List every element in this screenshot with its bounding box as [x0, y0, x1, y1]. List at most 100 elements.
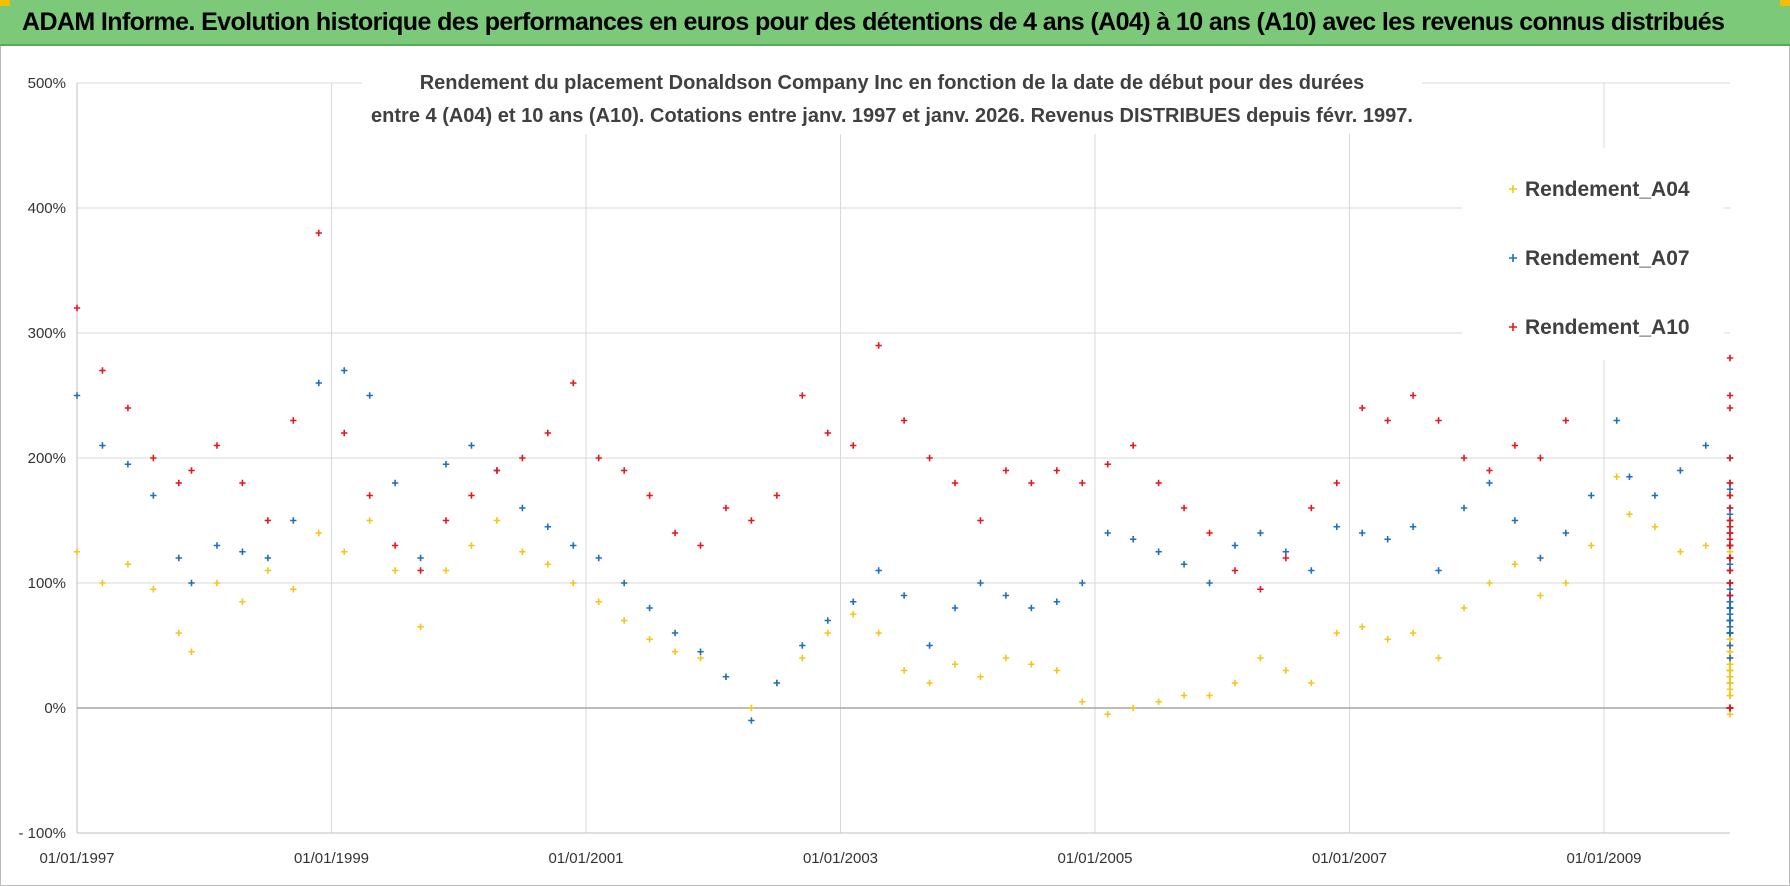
point-Rendement_A10-37	[1002, 467, 1010, 474]
point-Rendement_A10-8	[264, 517, 272, 524]
point-Rendement_A04-19	[544, 561, 552, 568]
point-Rendement_A04-37	[1002, 654, 1010, 662]
banner-title: ADAM Informe. Evolution historique des p…	[22, 8, 1725, 36]
point-Rendement_A04-14	[417, 623, 424, 630]
point-Rendement_A10-88	[1726, 523, 1734, 530]
point-Rendement_A04-11	[341, 548, 348, 555]
point-Rendement_A10-27	[748, 517, 755, 524]
point-Rendement_A07-33	[900, 592, 908, 599]
point-Rendement_A04-56	[1486, 579, 1493, 587]
point-Rendement_A10-26	[722, 504, 730, 512]
point-Rendement_A07-42	[1129, 536, 1137, 543]
corner-accent-left	[0, 0, 10, 6]
header-banner: ADAM Informe. Evolution historique des p…	[0, 0, 1790, 46]
point-Rendement_A07-26	[722, 673, 730, 680]
y-axis-ticks: 500% 400% 300% 200% 100% 0% - 100%	[18, 75, 66, 842]
point-Rendement_A04-32	[875, 629, 882, 637]
chart-title-line1: Rendement du placement Donaldson Company…	[420, 72, 1365, 94]
point-Rendement_A04-60	[1588, 542, 1595, 549]
chart-title-line2: entre 4 (A04) et 10 ans (A10). Cotations…	[371, 105, 1413, 127]
point-Rendement_A07-8	[264, 554, 272, 562]
point-Rendement_A10-57	[1511, 442, 1519, 449]
point-Rendement_A07-110	[1726, 629, 1734, 637]
point-Rendement_A04-24	[671, 648, 679, 655]
point-Rendement_A07-58	[1537, 554, 1544, 562]
point-Rendement_A10-14	[417, 567, 424, 574]
point-Rendement_A07-68	[1726, 511, 1734, 518]
point-Rendement_A04-27	[748, 704, 755, 712]
point-Rendement_A10-54	[1435, 417, 1442, 424]
point-Rendement_A04-61	[1613, 473, 1620, 480]
point-Rendement_A10-11	[341, 429, 348, 437]
point-Rendement_A10-9	[290, 417, 297, 424]
point-Rendement_A04-8	[264, 567, 272, 574]
legend: Rendement_A04 Rendement_A07 Rendement_A10	[1462, 148, 1724, 360]
point-Rendement_A10-13	[391, 542, 399, 549]
point-Rendement_A07-10	[315, 379, 322, 387]
point-Rendement_A10-52	[1384, 417, 1391, 424]
point-Rendement_A10-48	[1282, 554, 1290, 562]
point-Rendement_A07-93	[1726, 642, 1734, 649]
point-Rendement_A07-35	[951, 604, 959, 612]
point-Rendement_A04-45	[1206, 692, 1213, 699]
point-Rendement_A04-64	[1677, 548, 1684, 555]
point-Rendement_A04-18	[519, 548, 526, 555]
point-Rendement_A07-25	[697, 648, 704, 655]
point-Rendement_A10-12	[366, 492, 373, 499]
point-Rendement_A10-76	[1726, 592, 1734, 599]
point-Rendement_A07-47	[1257, 529, 1264, 537]
point-Rendement_A04-62	[1626, 511, 1633, 518]
point-Rendement_A07-13	[391, 479, 399, 487]
point-Rendement_A10-23	[646, 492, 653, 499]
x-tick-label-1: 01/01/1999	[294, 850, 369, 867]
x-tick-label-6: 01/01/2009	[1566, 850, 1641, 867]
point-Rendement_A04-122	[1726, 636, 1734, 643]
axes	[76, 83, 1730, 834]
point-Rendement_A04-2	[124, 561, 132, 568]
x-tick-label-3: 01/01/2003	[803, 850, 878, 867]
y-tick-label-3: 200%	[28, 450, 66, 467]
point-Rendement_A04-48	[1282, 667, 1290, 674]
point-Rendement_A07-60	[1588, 492, 1595, 499]
point-Rendement_A04-112	[1726, 648, 1734, 655]
point-Rendement_A04-7	[239, 598, 246, 605]
point-Rendement_A07-51	[1359, 529, 1366, 537]
point-Rendement_A07-48	[1282, 548, 1290, 555]
point-Rendement_A10-74	[1726, 492, 1734, 499]
point-Rendement_A04-41	[1104, 711, 1111, 718]
point-Rendement_A10-93	[1726, 579, 1734, 587]
point-Rendement_A10-72	[1726, 479, 1734, 487]
point-Rendement_A07-45	[1206, 579, 1213, 587]
point-Rendement_A07-9	[290, 517, 297, 524]
scatter-points	[73, 179, 1734, 724]
point-Rendement_A07-72	[1726, 586, 1734, 593]
point-Rendement_A10-92	[1726, 567, 1734, 574]
point-Rendement_A10-50	[1333, 479, 1340, 487]
point-Rendement_A10-34	[926, 454, 933, 462]
point-Rendement_A07-7	[239, 548, 246, 555]
point-Rendement_A10-20	[570, 379, 577, 387]
point-Rendement_A04-65	[1702, 542, 1709, 549]
point-Rendement_A10-59	[1562, 417, 1570, 424]
point-Rendement_A07-95	[1726, 561, 1734, 568]
point-Rendement_A04-51	[1359, 623, 1366, 630]
point-Rendement_A04-6	[213, 579, 221, 587]
point-Rendement_A10-91	[1726, 542, 1734, 549]
point-Rendement_A04-1	[99, 579, 106, 587]
legend-label-1: Rendement_A07	[1525, 247, 1690, 270]
point-Rendement_A04-16	[468, 542, 475, 549]
x-tick-label-4: 01/01/2005	[1057, 850, 1132, 867]
point-Rendement_A07-14	[417, 554, 424, 562]
point-Rendement_A10-25	[697, 542, 704, 549]
point-Rendement_A07-53	[1409, 523, 1417, 530]
point-Rendement_A10-33	[900, 417, 908, 424]
point-Rendement_A04-40	[1079, 698, 1086, 705]
point-Rendement_A04-22	[620, 617, 628, 624]
point-Rendement_A10-56	[1486, 467, 1493, 474]
point-Rendement_A04-63	[1651, 523, 1659, 530]
point-Rendement_A04-12	[366, 517, 373, 524]
y-tick-label-0: 500%	[28, 75, 66, 92]
point-Rendement_A07-83	[1726, 654, 1734, 662]
point-Rendement_A10-44	[1180, 504, 1188, 512]
point-Rendement_A07-31	[850, 598, 857, 605]
